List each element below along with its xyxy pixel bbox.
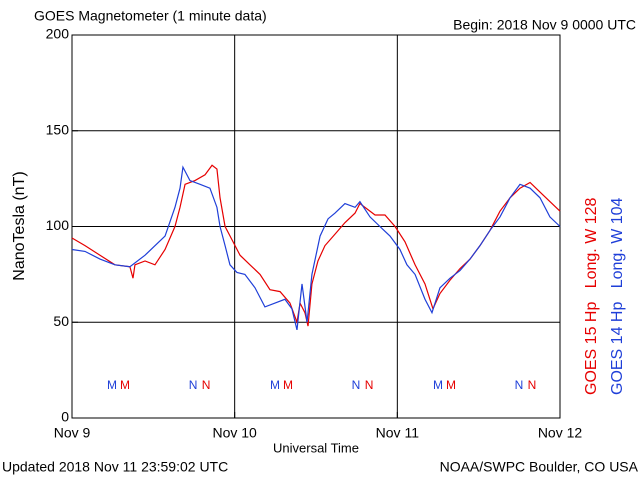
midnight-noon-marker: M — [283, 378, 293, 392]
midnight-noon-marker: M — [270, 378, 280, 392]
y-axis-label: NanoTesla (nT) — [11, 171, 28, 280]
data-line — [71, 165, 561, 331]
midnight-noon-marker: M — [107, 378, 117, 392]
legend-entry: GOES 14 Hp Long. W 104 — [609, 197, 626, 395]
chart-subtitle: Begin: 2018 Nov 9 0000 UTC — [453, 17, 636, 33]
data-line — [71, 164, 561, 327]
footer-left: Updated 2018 Nov 11 23:59:02 UTC — [2, 459, 228, 475]
midnight-noon-marker: M — [446, 378, 456, 392]
midnight-noon-marker: M — [433, 378, 443, 392]
midnight-noon-marker: N — [515, 378, 524, 392]
x-tick-label: Nov 10 — [212, 425, 257, 441]
y-tick-label: 50 — [53, 313, 69, 329]
midnight-noon-marker: N — [365, 378, 374, 392]
x-tick-label: Nov 11 — [376, 425, 420, 441]
chart-title: GOES Magnetometer (1 minute data) — [34, 8, 267, 24]
x-tick-label: Nov 9 — [54, 425, 91, 441]
y-tick-label: 0 — [61, 409, 69, 425]
x-axis-label: Universal Time — [273, 440, 359, 455]
midnight-noon-marker: N — [528, 378, 537, 392]
x-tick-label: Nov 12 — [538, 425, 583, 441]
footer-right: NOAA/SWPC Boulder, CO USA — [440, 459, 639, 475]
y-tick-label: 200 — [46, 26, 70, 42]
midnight-noon-marker: N — [352, 378, 361, 392]
midnight-noon-marker: N — [202, 378, 211, 392]
y-tick-label: 100 — [46, 217, 70, 233]
legend-entry: GOES 15 Hp Long. W 128 — [583, 197, 600, 395]
midnight-noon-marker: M — [120, 378, 130, 392]
midnight-noon-marker: N — [189, 378, 198, 392]
y-tick-label: 150 — [46, 121, 70, 137]
